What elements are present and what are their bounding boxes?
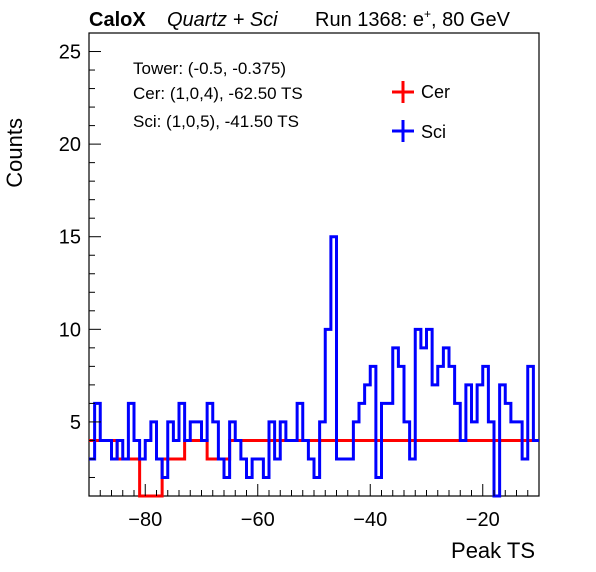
legend-marker-sci-icon: [392, 120, 414, 142]
x-tick-label: −60: [241, 509, 275, 531]
annotation-tower: Tower: (-0.5, -0.375): [133, 59, 286, 78]
annotation-sci: Sci: (1,0,5), -41.50 TS: [133, 112, 299, 131]
run-label-main: Run 1368: e: [315, 9, 424, 31]
y-tick-label: 25: [59, 42, 81, 64]
y-axis-label: Counts: [2, 118, 27, 188]
axis-layer: −80 −60 −40 −20 5 10 15 20 25: [59, 32, 540, 531]
y-tick-label: 20: [59, 134, 81, 156]
subtitle-label: Quartz + Sci: [167, 9, 278, 31]
x-axis-label: Peak TS: [451, 538, 535, 563]
series-line-sci: [89, 235, 539, 498]
x-tick-label: −20: [466, 509, 500, 531]
x-tick-label: −80: [128, 509, 162, 531]
run-label: Run 1368: e+, 80 GeV: [315, 7, 511, 31]
brand-label: CaloX: [89, 9, 146, 31]
legend-marker-cer-icon: [392, 81, 414, 103]
legend-label-sci: Sci: [421, 122, 446, 142]
legend: Cer Sci: [392, 81, 450, 142]
series-layer: [89, 235, 539, 498]
run-label-sup: +: [424, 7, 431, 21]
y-tick-label: 15: [59, 227, 81, 249]
annotation-cer: Cer: (1,0,4), -62.50 TS: [133, 84, 303, 103]
run-label-tail: , 80 GeV: [431, 9, 511, 31]
y-tick-label: 5: [70, 412, 81, 434]
legend-label-cer: Cer: [421, 82, 450, 102]
x-tick-label: −40: [353, 509, 387, 531]
y-tick-label: 10: [59, 319, 81, 341]
